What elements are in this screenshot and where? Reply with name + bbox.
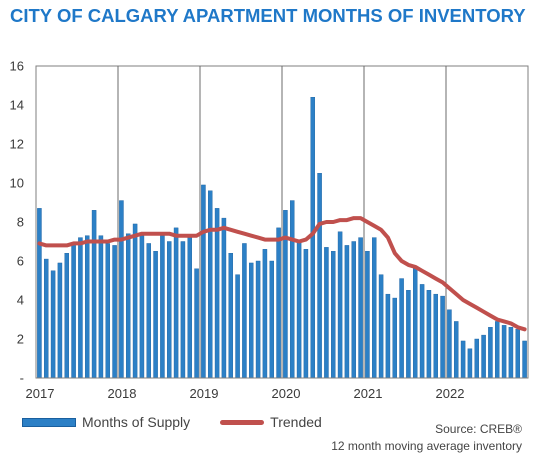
bar-months-of-supply [187,237,192,379]
bar-months-of-supply [440,295,445,379]
chart-title: CITY OF CALGARY APARTMENT MONTHS OF INVE… [10,5,526,26]
bar-months-of-supply [378,274,384,379]
legend-swatch-bars [22,417,76,427]
bar-months-of-supply [276,227,281,379]
bar-months-of-supply [303,249,309,379]
bar-months-of-supply [385,293,391,379]
trend-line [37,216,527,332]
legend-swatch-line [220,419,265,425]
bar-months-of-supply [153,251,158,379]
bar-months-of-supply [180,241,186,379]
source-line-1: Source: CREB® [435,422,522,436]
bar-months-of-supply [248,262,254,379]
bar-months-of-supply [337,231,343,379]
legend-item-trended: Trended [220,414,322,430]
bar-months-of-supply [50,270,56,379]
bar-months-of-supply [166,241,172,379]
bar-months-of-supply [37,208,42,379]
bar-months-of-supply [173,227,179,379]
chart-legend: Months of Supply Trended [22,414,352,430]
bar-months-of-supply [139,235,145,379]
bar-months-of-supply [324,247,329,379]
bar-months-of-supply [501,325,507,379]
bar-months-of-supply [44,258,49,379]
y-tick-label: 10 [10,176,24,191]
bar-months-of-supply [392,297,398,379]
y-tick-label: 12 [10,137,24,152]
source-note: Source: CREB® 12 month moving average in… [331,421,522,455]
x-year-label: 2020 [272,386,301,401]
bar-months-of-supply [344,245,350,379]
bar-months-of-supply [207,190,213,379]
bar-months-of-supply [454,321,459,379]
bar-months-of-supply [119,200,124,379]
bar-months-of-supply [508,327,514,379]
bar-months-of-supply [419,284,425,379]
bar-months-of-supply [515,329,521,379]
bar-months-of-supply [84,235,90,379]
bar-months-of-supply [57,262,63,379]
bar-months-of-supply [201,184,206,379]
bar-months-of-supply [269,260,275,379]
bar-months-of-supply [255,260,261,379]
bar-months-of-supply [262,249,268,379]
bar-months-of-supply [358,237,363,379]
bar-months-of-supply [105,243,110,379]
bar-months-of-supply [78,237,83,379]
x-year-label: 2022 [436,386,465,401]
bar-months-of-supply [488,327,493,379]
bar-months-of-supply [296,241,302,379]
bar-months-of-supply [372,237,377,379]
bar-months-of-supply [214,208,220,379]
y-tick-label: 6 [17,254,24,269]
legend-item-months-of-supply: Months of Supply [22,414,190,430]
bar-months-of-supply [112,245,117,379]
bar-months-of-supply [64,252,69,379]
x-year-label: 2017 [26,386,55,401]
bar-months-of-supply [132,223,138,379]
bar-months-of-supply [91,210,97,379]
legend-label-trended: Trended [270,414,322,430]
bar-months-of-supply [160,235,165,379]
y-tick-label: 8 [17,215,24,230]
bar-months-of-supply [290,200,295,379]
bar-months-of-supply [399,278,404,379]
legend-label-months-of-supply: Months of Supply [82,414,191,430]
y-tick-label: - [20,371,24,386]
bar-months-of-supply [460,340,466,379]
bar-months-of-supply [481,334,486,379]
bar-months-of-supply [71,243,76,379]
bar-months-of-supply [125,233,131,379]
y-tick-label: 16 [10,59,24,74]
bar-months-of-supply [283,210,288,379]
y-tick-label: 2 [17,332,24,347]
bar-months-of-supply [228,252,233,379]
bar-months-of-supply [474,338,480,379]
y-tick-label: 4 [17,293,24,308]
bar-months-of-supply [495,321,500,379]
bar-months-of-supply [146,243,151,379]
bar-months-of-supply [365,251,370,379]
bar-months-of-supply [433,293,439,379]
y-tick-label: 14 [10,98,24,113]
x-year-label: 2019 [190,386,219,401]
x-year-label: 2021 [354,386,383,401]
bar-months-of-supply [317,173,322,379]
x-year-label: 2018 [108,386,137,401]
bar-months-of-supply [351,241,357,379]
bar-months-of-supply [467,348,473,379]
bar-months-of-supply [221,217,227,379]
bar-months-of-supply [194,268,199,379]
bar-months-of-supply [242,243,247,379]
bar-months-of-supply [522,340,527,379]
bar-months-of-supply [447,309,452,379]
bar-months-of-supply [98,235,104,379]
bar-months-of-supply [331,251,336,379]
bar-months-of-supply [413,268,418,379]
bar-months-of-supply [426,290,432,379]
source-line-2: 12 month moving average inventory [331,439,522,453]
bar-months-of-supply [406,290,411,379]
bar-months-of-supply [235,274,240,379]
